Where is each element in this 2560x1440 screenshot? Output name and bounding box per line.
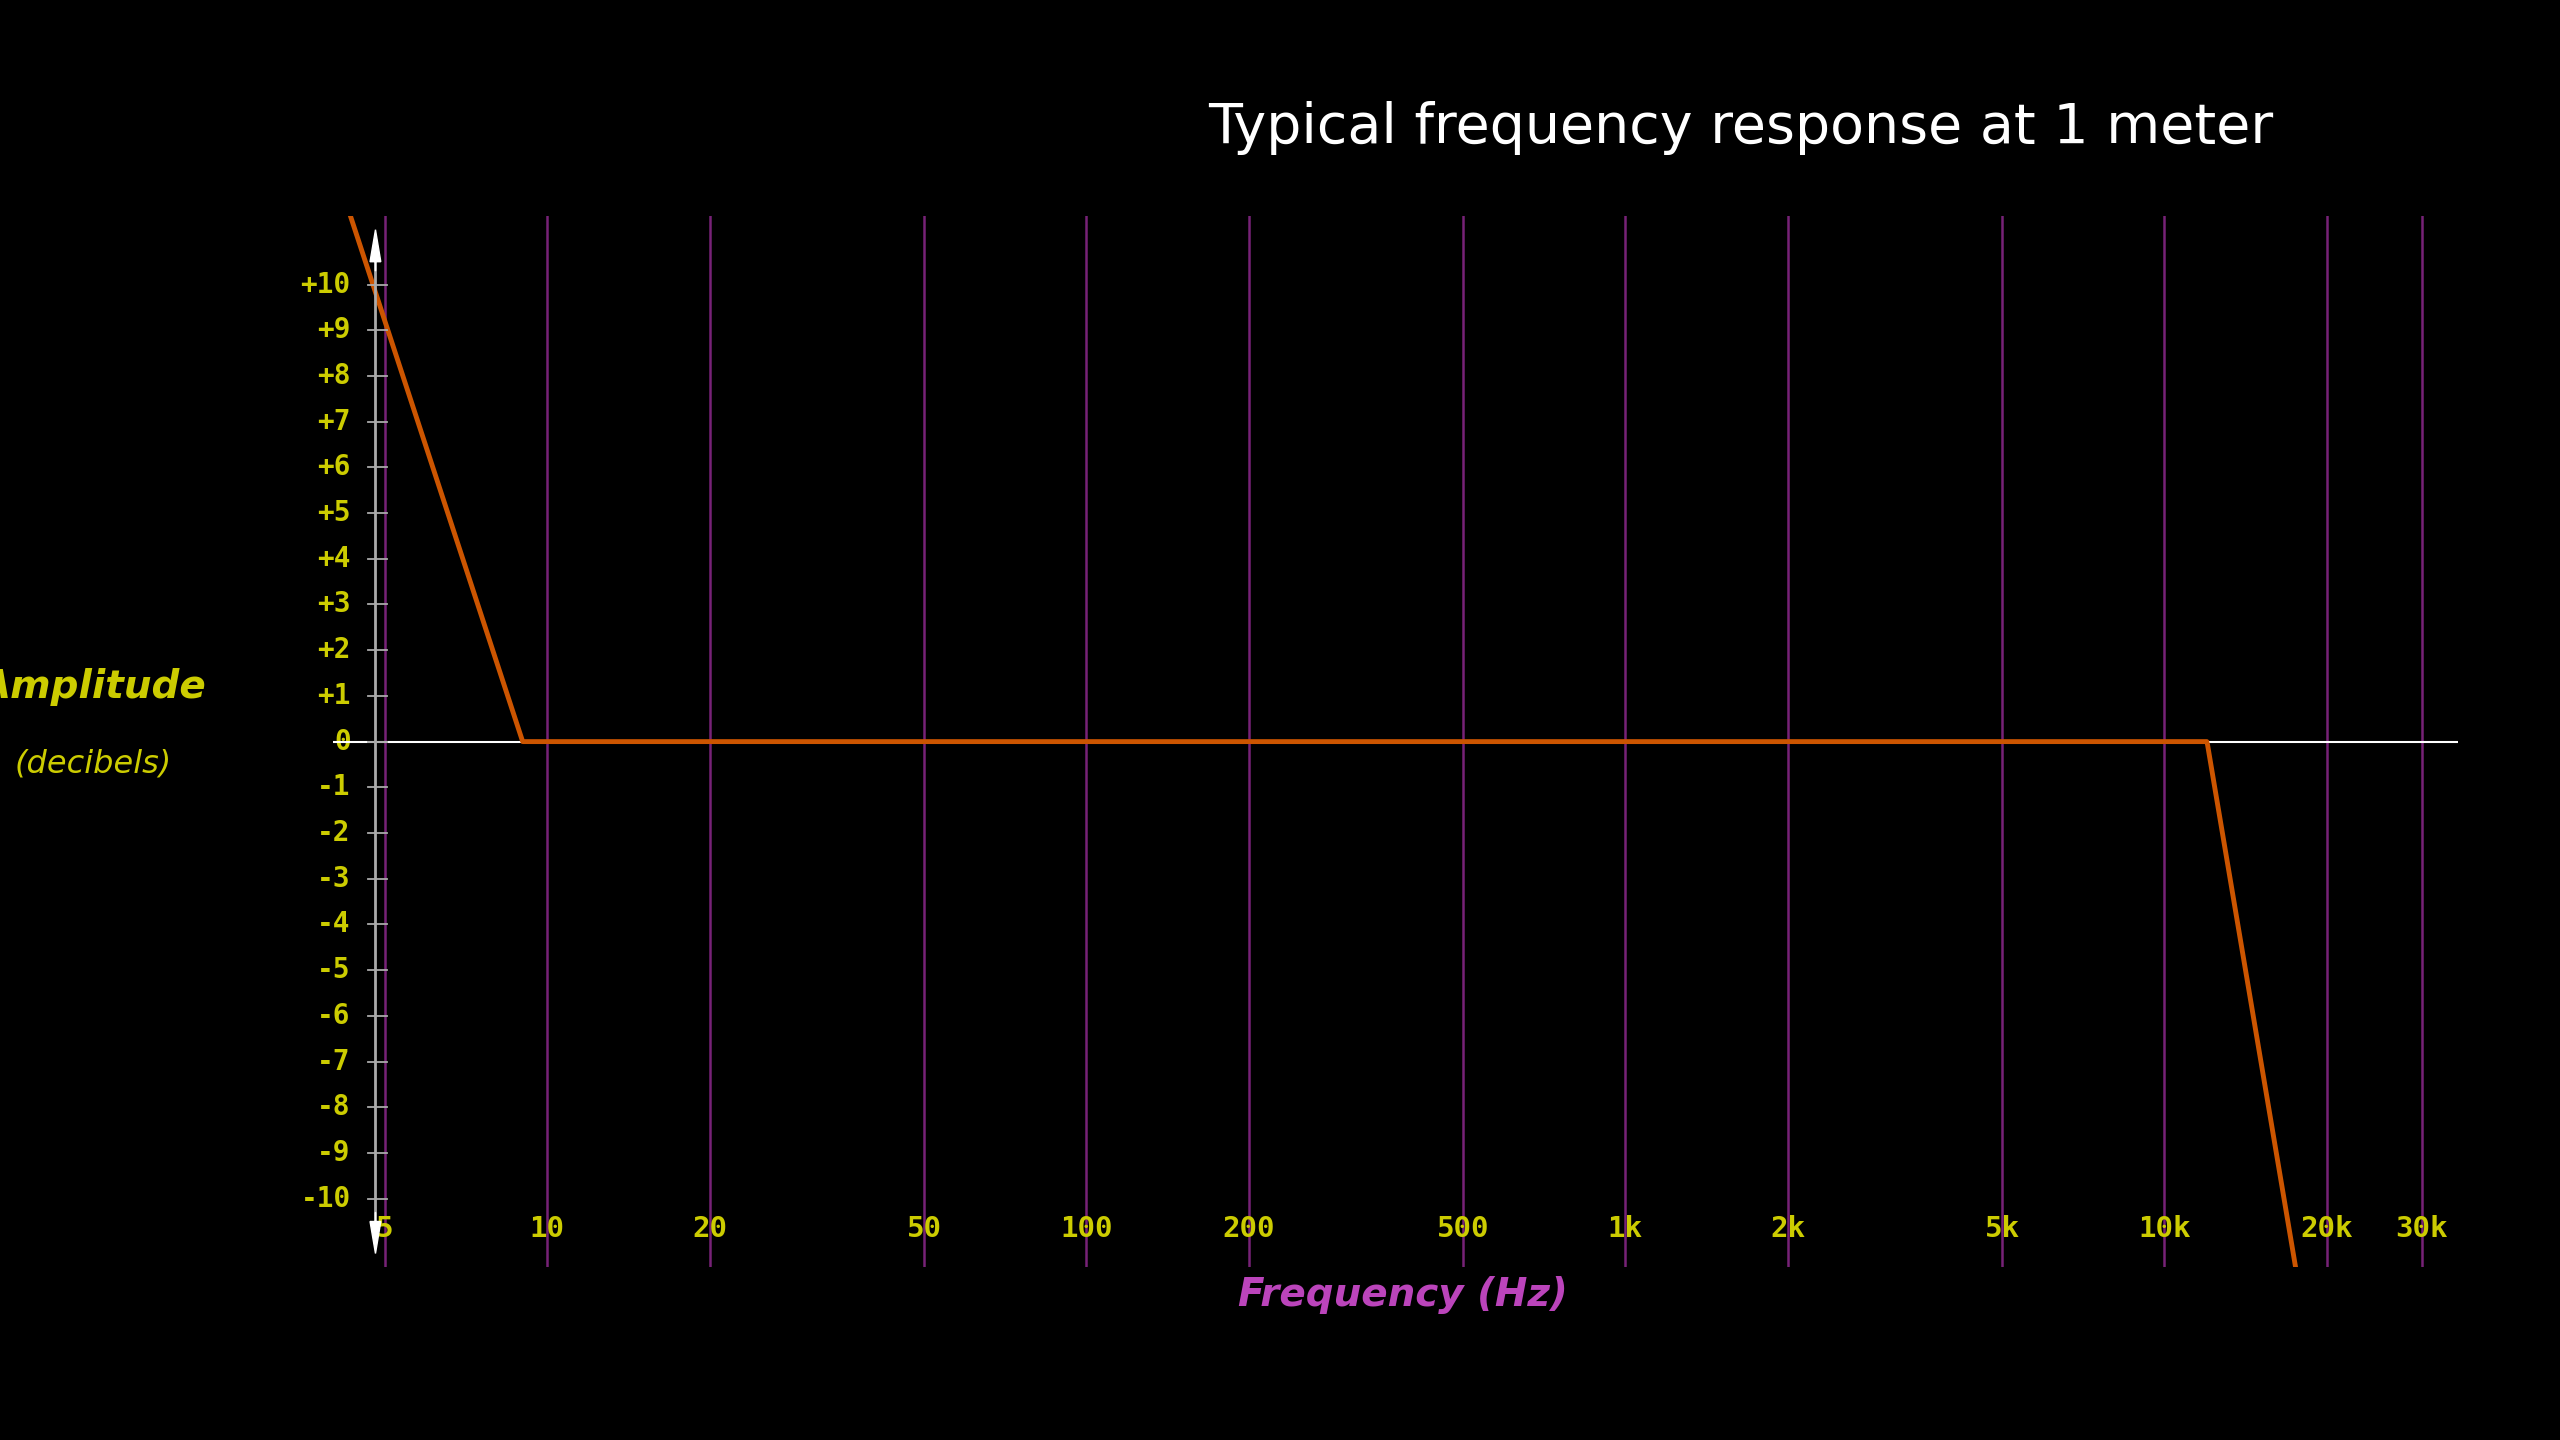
Text: -4: -4: [317, 910, 351, 939]
Text: 0: 0: [333, 727, 351, 756]
FancyArrow shape: [371, 230, 381, 271]
FancyArrow shape: [371, 1212, 381, 1253]
Text: (decibels): (decibels): [15, 749, 172, 780]
Text: -2: -2: [317, 819, 351, 847]
Text: -9: -9: [317, 1139, 351, 1166]
Text: +3: +3: [317, 590, 351, 619]
Text: +7: +7: [317, 408, 351, 436]
Text: 100: 100: [1060, 1215, 1114, 1243]
Text: +4: +4: [317, 544, 351, 573]
Text: Amplitude: Amplitude: [0, 668, 207, 706]
Text: -3: -3: [317, 864, 351, 893]
Text: +9: +9: [317, 317, 351, 344]
Text: 5k: 5k: [1984, 1215, 2020, 1243]
Text: -6: -6: [317, 1002, 351, 1030]
Text: -8: -8: [317, 1093, 351, 1122]
Text: 20: 20: [691, 1215, 727, 1243]
Text: -10: -10: [300, 1185, 351, 1212]
Text: Typical frequency response at 1 meter: Typical frequency response at 1 meter: [1208, 101, 2273, 154]
Text: -5: -5: [317, 956, 351, 984]
Text: +6: +6: [317, 454, 351, 481]
Text: +5: +5: [317, 500, 351, 527]
Text: 20k: 20k: [2301, 1215, 2353, 1243]
Text: Frequency (Hz): Frequency (Hz): [1239, 1276, 1569, 1315]
Text: 10k: 10k: [2138, 1215, 2191, 1243]
Text: -1: -1: [317, 773, 351, 801]
Text: 500: 500: [1436, 1215, 1490, 1243]
Text: 1k: 1k: [1608, 1215, 1644, 1243]
Text: +1: +1: [317, 683, 351, 710]
Text: 5: 5: [376, 1215, 394, 1243]
Text: 200: 200: [1221, 1215, 1275, 1243]
Text: -7: -7: [317, 1047, 351, 1076]
Text: 10: 10: [530, 1215, 566, 1243]
Text: 2k: 2k: [1769, 1215, 1805, 1243]
Text: +10: +10: [300, 271, 351, 298]
Text: 30k: 30k: [2396, 1215, 2447, 1243]
Text: +8: +8: [317, 361, 351, 390]
Text: +2: +2: [317, 636, 351, 664]
Text: 50: 50: [906, 1215, 942, 1243]
